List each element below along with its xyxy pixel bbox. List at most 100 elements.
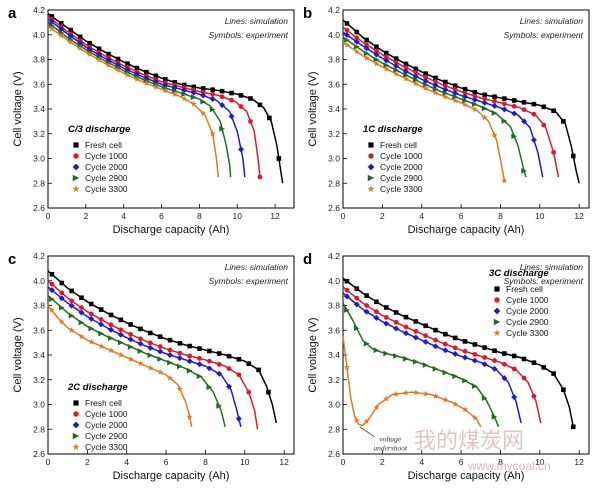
- panel-c: 0 2 4 6 8 10 12 2.6 2.8 3.0 3.2 3.4 3.6 3.8 4.0 4.2 Disc…: [8, 251, 295, 482]
- data-point: [276, 156, 282, 161]
- legend-entry: Cycle 3300: [506, 328, 549, 338]
- watermark-text: 我的煤炭网: [414, 429, 524, 454]
- data-point: [393, 56, 399, 61]
- data-point: [167, 337, 173, 343]
- data-point: [200, 92, 207, 99]
- legend-marker: [494, 297, 500, 303]
- data-point: [383, 395, 390, 402]
- panel-label: b: [303, 5, 312, 22]
- data-point: [551, 371, 556, 376]
- data-point: [383, 54, 389, 60]
- data-point: [432, 82, 439, 89]
- series-cycle-2900: [342, 36, 527, 178]
- data-point: [69, 288, 74, 294]
- data-point: [49, 281, 55, 287]
- data-point: [226, 353, 232, 359]
- annotation-arrow: [359, 426, 375, 438]
- data-point: [462, 348, 468, 354]
- data-point: [248, 96, 253, 101]
- data-point: [343, 32, 350, 38]
- data-point: [442, 90, 449, 97]
- data-point: [207, 348, 212, 354]
- x-tick-label: 2: [83, 211, 88, 221]
- data-point: [200, 90, 206, 95]
- data-point: [137, 340, 144, 347]
- y-tick-label: 3.4: [33, 104, 45, 114]
- data-point: [413, 66, 419, 72]
- data-point: [353, 417, 360, 424]
- data-point: [196, 361, 203, 368]
- data-point: [266, 389, 271, 395]
- data-point: [354, 295, 360, 301]
- data-point: [209, 106, 216, 113]
- data-point: [171, 91, 178, 97]
- data-point: [422, 78, 429, 85]
- data-point: [511, 133, 518, 140]
- data-point: [105, 61, 112, 68]
- data-point: [491, 414, 498, 420]
- x-tick-label: 8: [498, 211, 503, 221]
- x-tick-label: 8: [197, 211, 202, 221]
- data-point: [68, 312, 75, 319]
- data-point: [219, 102, 226, 109]
- data-point: [393, 325, 400, 332]
- x-tick-label: 6: [459, 211, 464, 221]
- panel-d: 0 2 4 6 8 10 12 2.6 2.8 3.0 3.2 3.4 3.6 3.8 4.0 4.2 Disc…: [303, 251, 590, 482]
- note-symbols: Symbols: experiment: [504, 30, 584, 40]
- data-point: [216, 370, 223, 377]
- data-point: [393, 67, 400, 74]
- data-point: [363, 418, 370, 425]
- y-tick-label: 3.4: [328, 104, 340, 114]
- data-point: [561, 387, 566, 392]
- legend-entry: Fresh cell: [380, 140, 417, 150]
- data-point: [219, 125, 225, 132]
- data-point: [114, 66, 122, 73]
- data-point: [452, 351, 459, 357]
- simulation-line: [47, 305, 193, 427]
- data-point: [383, 65, 390, 72]
- data-point: [96, 46, 102, 52]
- series-cycle-1000: [342, 286, 542, 424]
- legend-entry: Cycle 2000: [85, 420, 128, 430]
- y-tick-label: 3.8: [33, 55, 45, 65]
- data-point: [452, 87, 458, 92]
- data-point: [531, 393, 537, 399]
- data-point: [236, 357, 242, 362]
- data-point: [147, 344, 154, 351]
- data-point: [181, 95, 188, 102]
- x-tick-label: 0: [341, 457, 346, 467]
- data-point: [257, 102, 263, 108]
- data-point: [551, 149, 556, 155]
- x-tick-label: 10: [535, 211, 545, 221]
- data-point: [191, 84, 197, 90]
- data-point: [48, 22, 55, 29]
- data-point: [181, 82, 187, 88]
- data-point: [58, 32, 65, 39]
- data-point: [78, 333, 85, 340]
- series-fresh-cell: [342, 19, 580, 184]
- y-tick-label: 3.2: [328, 375, 340, 385]
- data-point: [442, 396, 449, 403]
- data-point: [187, 353, 193, 359]
- data-point: [393, 319, 399, 325]
- data-point: [134, 65, 140, 71]
- data-point: [364, 42, 370, 48]
- data-point: [344, 278, 350, 284]
- data-point: [492, 94, 497, 100]
- data-point: [152, 79, 159, 86]
- data-point: [186, 358, 193, 365]
- data-point: [511, 394, 518, 401]
- data-point: [530, 136, 537, 143]
- data-point: [147, 364, 154, 371]
- data-point: [128, 332, 134, 337]
- data-point: [238, 93, 244, 98]
- data-point: [353, 43, 360, 50]
- x-tick-label: 6: [164, 457, 169, 467]
- data-point: [229, 97, 234, 103]
- series-cycle-2900: [47, 295, 226, 427]
- y-tick-label: 4.2: [33, 5, 45, 15]
- data-point: [108, 312, 114, 318]
- series-cycle-3300: [342, 41, 508, 184]
